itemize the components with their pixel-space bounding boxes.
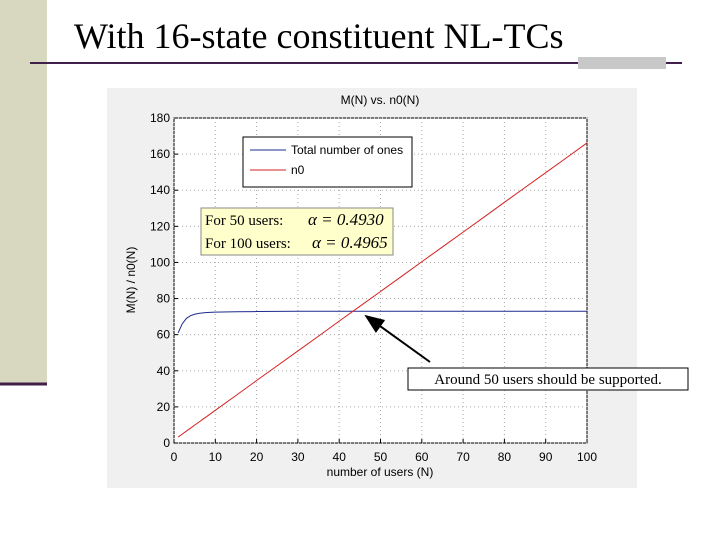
y-tick-label: 120: [150, 219, 170, 233]
slide-title: With 16-state constituent NL-TCs: [74, 16, 563, 56]
legend-label: Total number of ones: [291, 143, 403, 157]
y-tick-label: 80: [157, 292, 171, 306]
data-line: [177, 310, 587, 334]
x-tick-label: 60: [415, 450, 429, 464]
note-box: [407, 367, 689, 391]
title-accent: [578, 57, 666, 69]
x-tick-label: 10: [209, 450, 223, 464]
x-tick-label: 50: [374, 450, 388, 464]
data-line: [177, 142, 588, 438]
x-tick-label: 40: [333, 450, 347, 464]
side-bar: [0, 0, 47, 385]
alpha-box: [200, 207, 394, 256]
x-tick-label: 100: [577, 450, 597, 464]
x-axis-label: number of users (N): [327, 465, 434, 479]
annotation: For 100 users:: [205, 236, 291, 252]
y-tick-label: 160: [150, 147, 170, 161]
x-tick-label: 0: [171, 450, 178, 464]
x-tick-label: 30: [291, 450, 305, 464]
y-tick-label: 20: [157, 400, 171, 414]
y-axis-label: M(N) / n0(N): [124, 247, 138, 314]
x-tick-label: 80: [498, 450, 512, 464]
legend-label: n0: [291, 163, 305, 177]
y-tick-label: 60: [157, 328, 171, 342]
annotation: For 50 users:: [205, 213, 283, 229]
y-tick-label: 100: [150, 255, 170, 269]
legend: Total number of ones n0: [242, 136, 413, 188]
x-tick-label: 70: [456, 450, 470, 464]
y-tick-label: 180: [150, 111, 170, 125]
arrow: [364, 314, 431, 363]
legend-box: [242, 136, 413, 188]
x-tick-label: 20: [250, 450, 264, 464]
annotation: Around 50 users should be supported.: [434, 372, 661, 388]
y-tick-label: 0: [163, 436, 170, 450]
y-tick-label: 140: [150, 183, 170, 197]
x-tick-label: 90: [539, 450, 553, 464]
lines: [177, 142, 588, 438]
annotation: α = 0.4965: [312, 233, 388, 252]
chart-title: M(N) vs. n0(N): [341, 93, 420, 107]
y-tick-label: 40: [157, 364, 171, 378]
annotation: α = 0.4930: [308, 210, 384, 229]
